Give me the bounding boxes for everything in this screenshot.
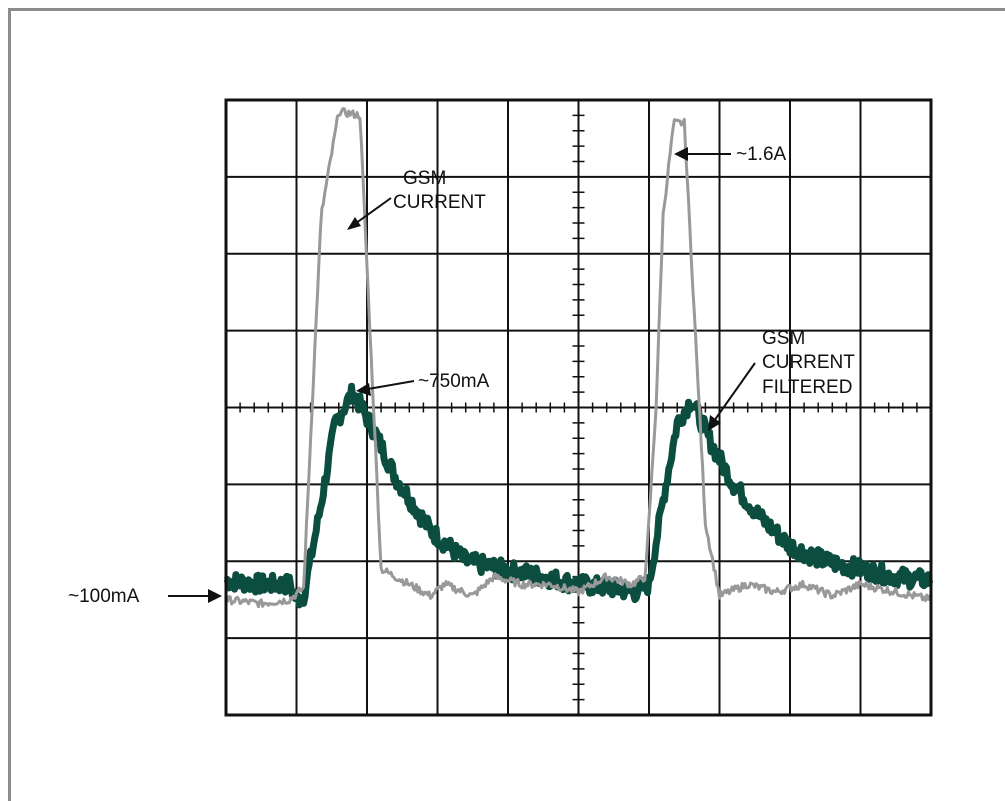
plot-border	[224, 98, 933, 717]
trace-gsm-current	[225, 107, 933, 609]
peak-gsm-arrowhead	[674, 147, 688, 161]
filtered-arrowhead	[708, 415, 721, 431]
filtered-arrow	[713, 362, 756, 422]
annotation-filtered: GSM CURRENT FILTERED	[708, 328, 855, 431]
filtered-label-line-3: FILTERED	[762, 377, 852, 398]
figure-frame	[8, 8, 1005, 801]
baseline-label: ~100mA	[68, 586, 140, 607]
gsm-current-arrowhead	[347, 217, 361, 230]
gsm-current-arrow	[351, 197, 392, 227]
filtered-label-line-1: GSM	[762, 328, 805, 349]
annotation-peak-gsm: ~1.6A	[674, 144, 787, 165]
annotation-gsm-current: GSM CURRENT	[347, 168, 486, 230]
filtered-label-line-2: CURRENT	[762, 352, 855, 373]
annotation-peak-filtered: ~750mA	[356, 371, 490, 396]
peak-filtered-arrow	[367, 380, 415, 390]
annotation-baseline: ~100mA	[68, 586, 222, 607]
peak-gsm-label: ~1.6A	[736, 144, 787, 165]
baseline-arrowhead	[208, 589, 222, 603]
peak-filtered-arrowhead	[356, 383, 371, 396]
traces	[223, 107, 934, 609]
gsm-current-label-line-2: CURRENT	[393, 192, 486, 213]
peak-filtered-label: ~750mA	[418, 371, 490, 392]
gsm-current-label-line-1: GSM	[403, 168, 446, 189]
